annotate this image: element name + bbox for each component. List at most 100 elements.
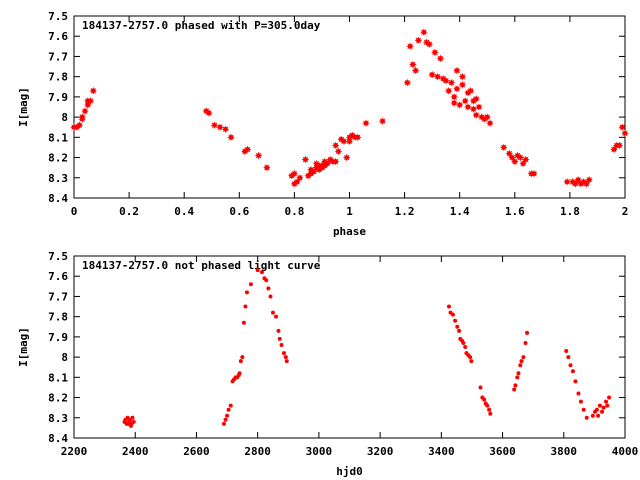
phased-data-point	[447, 78, 456, 87]
phased-data-point	[610, 145, 618, 154]
unphased-data-point	[488, 411, 493, 416]
unphased-data-point	[457, 328, 462, 333]
unphased-data-point	[461, 340, 466, 345]
unphased-data-point	[130, 415, 135, 420]
unphased-data-point	[276, 328, 281, 333]
unphased-data-point	[241, 320, 246, 325]
unphased-data-point	[463, 345, 468, 349]
unphased-y-tick-label: 7.8	[48, 311, 68, 324]
phased-data-point	[75, 121, 84, 129]
phased-data-point	[409, 60, 417, 69]
unphased-x-tick-label: 2600	[183, 445, 210, 458]
unphased-data-point	[455, 324, 460, 329]
phased-data-point	[340, 137, 348, 146]
phased-points	[70, 28, 629, 188]
phased-data-point	[428, 70, 436, 79]
phased-data-point	[301, 155, 310, 164]
unphased-data-point	[238, 359, 243, 364]
phased-data-point	[486, 119, 494, 127]
unphased-plot-frame	[73, 255, 626, 439]
unphased-data-point	[573, 379, 578, 384]
phased-data-point	[472, 95, 481, 103]
phased-y-tick-label: 7.5	[48, 10, 68, 23]
phased-data-point	[290, 169, 299, 178]
unphased-data-point	[581, 407, 586, 412]
phased-y-tick-label: 7.8	[48, 71, 68, 84]
unphased-data-point	[512, 387, 517, 392]
phased-data-point	[519, 159, 527, 168]
unphased-data-point	[283, 355, 288, 360]
unphased-data-point	[487, 407, 492, 412]
unphased-data-point	[268, 294, 273, 299]
phased-data-point	[263, 163, 271, 172]
phased-chart-panel: 0 0.2 0.4 0.6 0.8 1 1.2 1.4 1.6 1.8 2 7.5 7.6 7.7 7.8 7…	[17, 10, 629, 238]
unphased-x-tick-label: 2400	[122, 445, 149, 458]
phased-data-point	[403, 78, 412, 87]
unphased-data-point	[518, 363, 523, 368]
phased-data-point	[309, 167, 318, 176]
unphased-data-point	[570, 369, 575, 374]
phased-data-point	[89, 87, 98, 95]
phased-y-tick-label: 8.2	[48, 152, 68, 165]
unphased-x-tick-label: 2800	[244, 445, 271, 458]
phased-data-point	[81, 107, 89, 115]
phased-x-tick-label: 2	[622, 205, 629, 218]
phased-data-point	[431, 48, 439, 57]
unphased-y-tick-label: 7.9	[48, 331, 68, 344]
phased-data-point	[353, 133, 362, 142]
unphased-data-point	[513, 383, 518, 388]
unphased-y-tick-label: 7.5	[48, 250, 68, 263]
phased-data-point	[436, 54, 445, 63]
unphased-x-tick-label: 3400	[428, 445, 455, 458]
unphased-data-point	[244, 290, 249, 295]
phased-y-tick-label: 8.4	[48, 192, 68, 205]
phased-data-point	[582, 180, 591, 188]
phased-data-point	[522, 155, 530, 164]
unphased-data-point	[281, 351, 286, 356]
unphased-data-point	[264, 278, 269, 283]
phased-data-point	[464, 103, 472, 111]
unphased-data-point	[564, 349, 569, 354]
phased-data-point	[293, 178, 301, 186]
unphased-data-point	[521, 355, 526, 360]
unphased-data-point	[584, 415, 589, 420]
unphased-data-point	[523, 340, 528, 345]
phased-y-tick-label: 7.6	[48, 30, 68, 43]
phased-data-point	[615, 141, 624, 150]
unphased-data-point	[223, 417, 228, 422]
unphased-y-tick-label: 8	[61, 351, 68, 364]
unphased-data-point	[566, 355, 571, 360]
phased-data-point	[406, 42, 414, 51]
phased-data-point	[414, 36, 423, 45]
phased-x-tick-label: 0.2	[119, 205, 139, 218]
phased-x-tick-label: 1	[346, 205, 353, 218]
phased-data-point	[227, 133, 235, 142]
unphased-x-axis-label: hjd0	[336, 465, 363, 478]
unphased-data-point	[284, 359, 289, 364]
phased-data-point	[433, 72, 442, 81]
unphased-data-point	[221, 421, 226, 426]
unphased-data-point	[478, 385, 483, 390]
phased-y-tick-label: 8	[61, 111, 68, 124]
unphased-data-point	[578, 399, 583, 404]
unphased-data-point	[597, 403, 602, 408]
unphased-data-point	[604, 399, 609, 404]
phased-data-point	[86, 97, 95, 105]
unphased-data-point	[605, 403, 610, 408]
unphased-data-point	[259, 270, 264, 275]
phased-y-tick-label: 8.3	[48, 172, 68, 185]
unphased-data-point	[485, 403, 490, 408]
unphased-data-point	[450, 312, 455, 317]
phased-y-tick-label: 7.7	[48, 50, 68, 63]
phased-data-point	[516, 153, 525, 162]
unphased-data-point	[243, 304, 248, 309]
phased-data-point	[563, 178, 571, 186]
unphased-data-point	[590, 413, 595, 418]
unphased-y-tick-label: 8.3	[48, 412, 68, 425]
unphased-data-point	[226, 407, 231, 412]
unphased-data-point	[270, 310, 275, 315]
phased-data-point	[511, 157, 519, 166]
phased-data-point	[205, 109, 213, 117]
unphased-data-point	[228, 403, 233, 408]
phased-data-point	[331, 141, 340, 150]
